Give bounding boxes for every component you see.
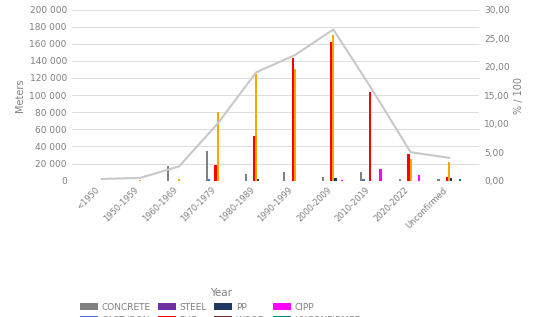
- Bar: [139, 180, 142, 181]
- Bar: [206, 151, 208, 181]
- Line: %: %: [102, 29, 449, 179]
- %: [137, 176, 144, 180]
- %: [291, 53, 298, 57]
- Bar: [437, 179, 440, 181]
- Bar: [450, 178, 452, 181]
- Bar: [214, 165, 217, 181]
- Bar: [334, 178, 337, 181]
- Bar: [369, 92, 371, 181]
- Y-axis label: % / 100: % / 100: [514, 77, 524, 113]
- %: [176, 165, 182, 168]
- Bar: [332, 35, 334, 181]
- Legend: CONCRETE, CAST-IRON, SG, STEEL, PVC, PE, P, PP, WOOD, BRICK, CIPP, UNCONFIRMED, : CONCRETE, CAST-IRON, SG, STEEL, PVC, PE,…: [76, 284, 365, 317]
- Bar: [253, 136, 255, 181]
- %: [330, 28, 337, 31]
- %: [407, 150, 414, 154]
- Bar: [257, 179, 260, 181]
- Bar: [399, 179, 401, 181]
- Bar: [168, 166, 170, 181]
- Bar: [208, 179, 210, 181]
- %: [99, 177, 105, 181]
- Bar: [341, 180, 343, 181]
- %: [369, 87, 375, 91]
- Bar: [330, 42, 332, 181]
- Bar: [380, 169, 381, 181]
- Bar: [245, 174, 247, 181]
- %: [446, 156, 452, 160]
- Bar: [294, 69, 296, 181]
- Bar: [178, 179, 180, 181]
- Bar: [217, 112, 219, 181]
- Bar: [418, 175, 420, 181]
- %: [253, 70, 260, 74]
- Bar: [291, 58, 294, 181]
- Bar: [283, 172, 285, 181]
- Bar: [322, 177, 324, 181]
- Bar: [407, 154, 409, 181]
- Bar: [255, 74, 257, 181]
- %: [214, 122, 221, 126]
- Bar: [363, 179, 365, 181]
- Bar: [360, 172, 363, 181]
- Bar: [459, 179, 461, 181]
- Y-axis label: Meters: Meters: [15, 78, 25, 112]
- Bar: [448, 162, 450, 181]
- Bar: [409, 159, 412, 181]
- Bar: [446, 177, 448, 181]
